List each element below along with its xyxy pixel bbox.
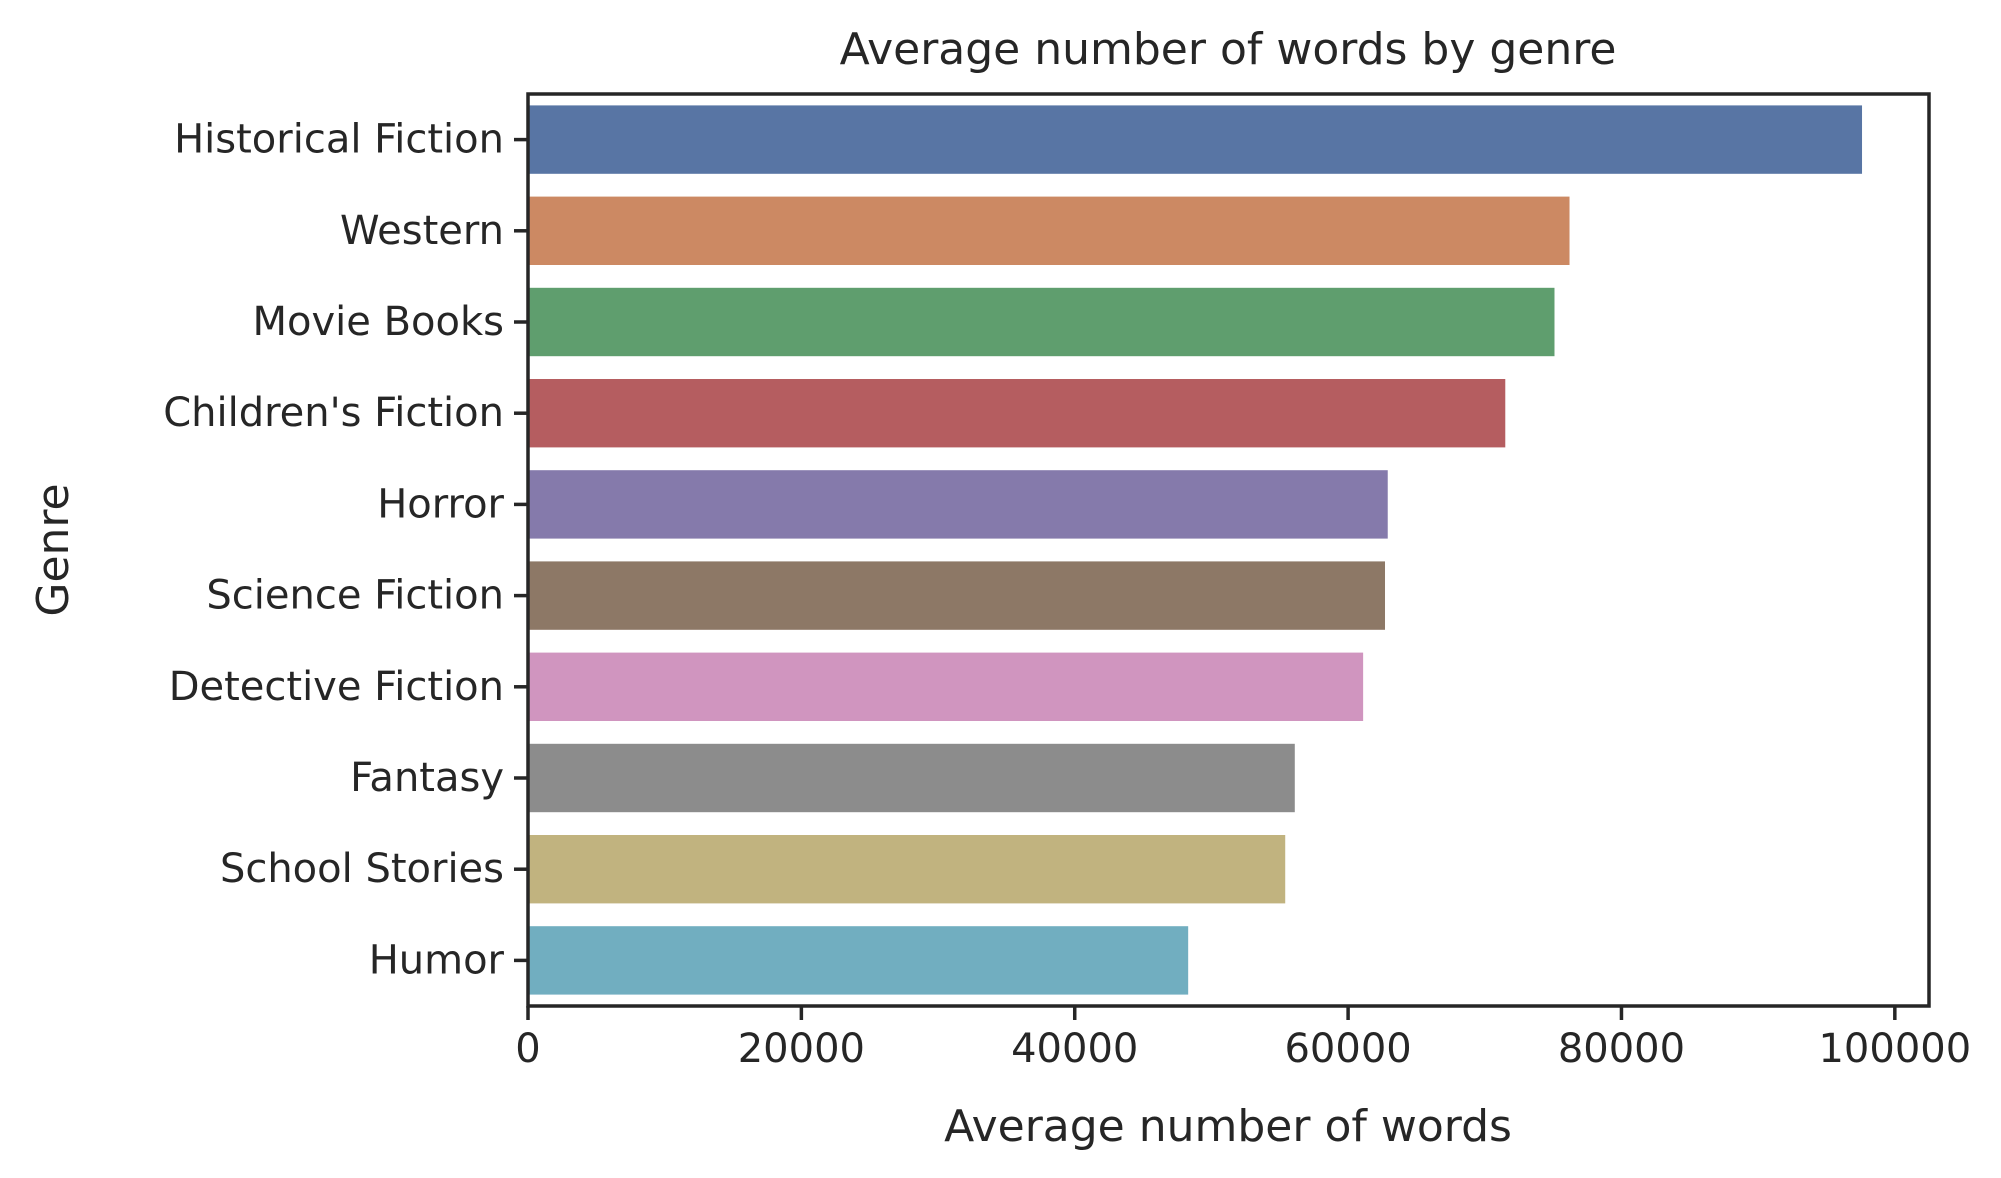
y-tick-label: School Stories [220, 846, 504, 892]
x-axis-label: Average number of words [944, 1101, 1512, 1152]
bar-horror [528, 470, 1388, 539]
y-axis-label: Genre [28, 483, 79, 616]
bar-children-s-fiction [528, 379, 1506, 448]
y-tick-label: Fantasy [350, 755, 504, 801]
y-tick-label: Detective Fiction [169, 664, 504, 710]
bar-movie-books [528, 287, 1555, 357]
x-tick-label: 40000 [1011, 1026, 1138, 1072]
chart-title: Average number of words by genre [840, 24, 1617, 75]
y-tick-label: Humor [369, 937, 505, 983]
bar-science-fiction [528, 561, 1386, 630]
bar-western [528, 196, 1570, 265]
bar-detective-fiction [528, 652, 1364, 721]
y-tick-label: Science Fiction [206, 573, 504, 619]
x-tick-label: 20000 [738, 1026, 865, 1072]
x-tick-label: 0 [515, 1026, 540, 1072]
bar-humor [528, 926, 1189, 995]
y-tick-label: Historical Fiction [174, 117, 504, 163]
bar-historical-fiction [528, 105, 1863, 174]
x-tick-label: 60000 [1284, 1026, 1411, 1072]
x-tick-label: 80000 [1558, 1026, 1685, 1072]
bar-school-stories [528, 835, 1286, 904]
plot-frame [526, 92, 1931, 1008]
y-tick-label: Horror [377, 481, 504, 527]
x-axis-ticks: 0 20000 40000 60000 80000 100000 [515, 1006, 1971, 1072]
bars-group [528, 105, 1863, 995]
y-tick-label: Western [340, 208, 504, 254]
bar-fantasy [528, 743, 1295, 813]
y-tick-label: Children's Fiction [163, 390, 504, 436]
x-tick-label: 100000 [1818, 1026, 1971, 1072]
y-axis-ticks: Historical Fiction Western Movie Books Chil… [163, 117, 528, 983]
y-tick-label: Movie Books [253, 299, 504, 345]
